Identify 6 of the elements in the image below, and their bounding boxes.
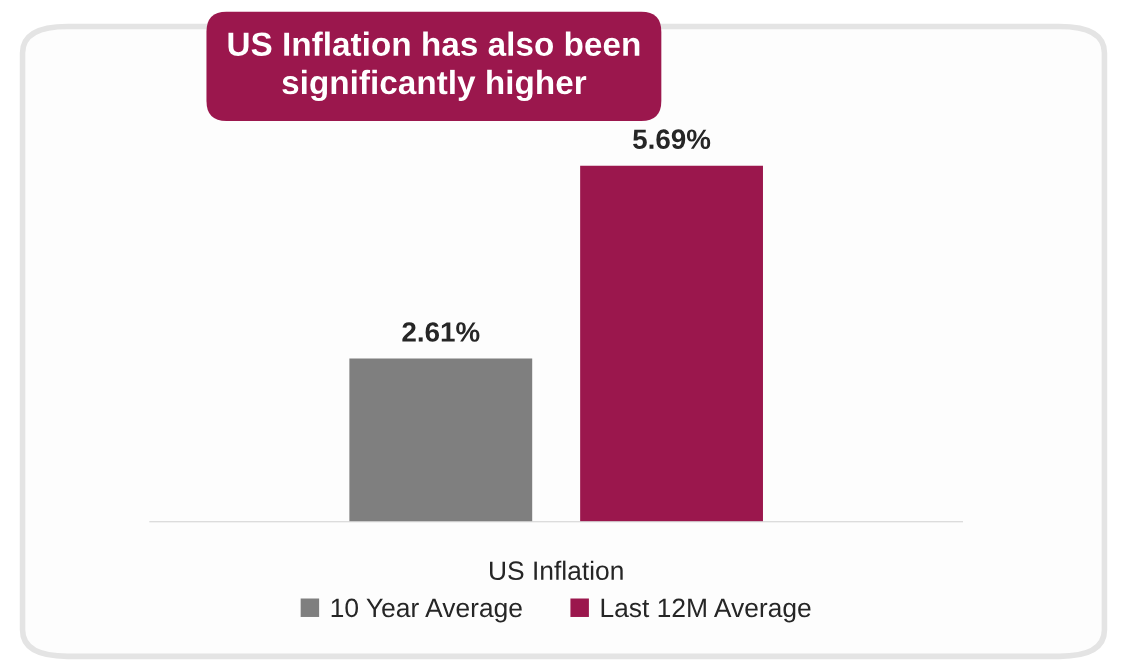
chart-title: US Inflation has also been significantly higher [228, 31, 640, 102]
data-label: 2.61% [402, 322, 480, 342]
x-axis-title: US Inflation [490, 560, 623, 581]
data-label: 5.69% [633, 129, 711, 150]
legend-label: 10 Year Average [331, 598, 522, 623]
legend-label: Last 12M Average [601, 598, 811, 623]
